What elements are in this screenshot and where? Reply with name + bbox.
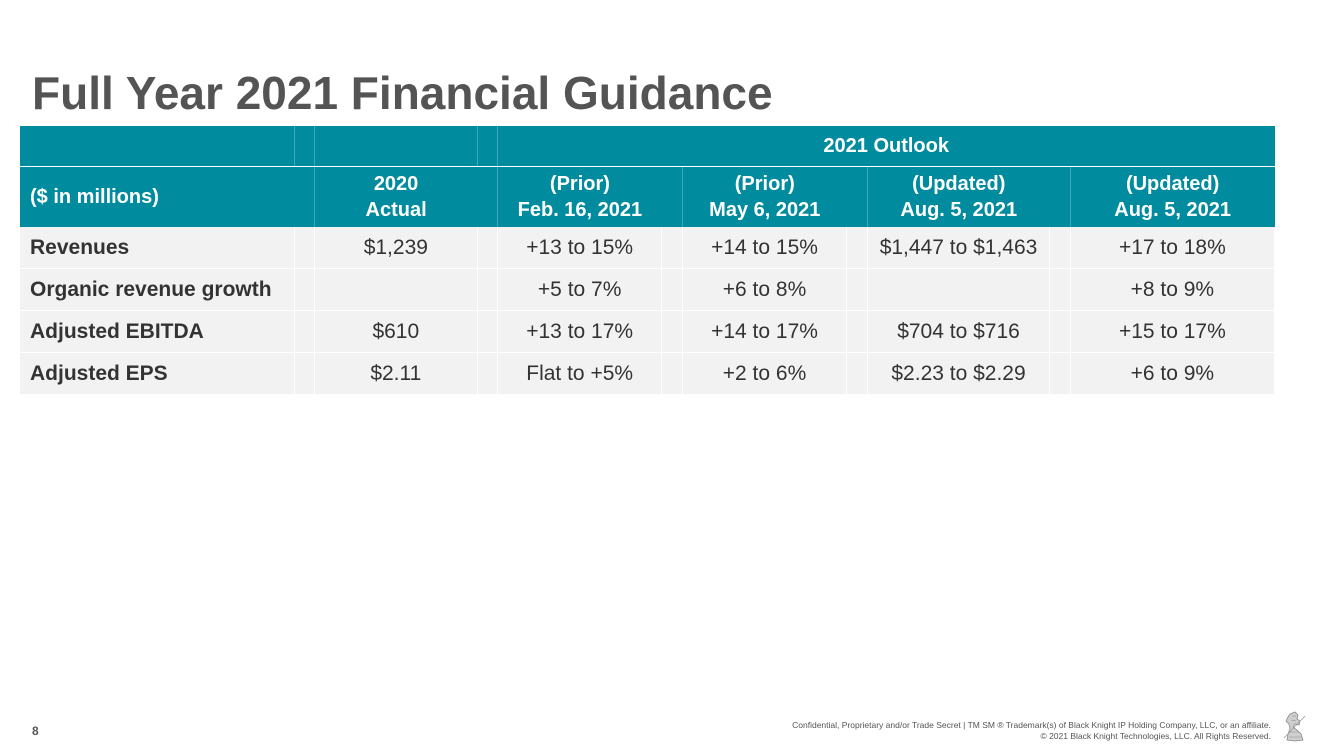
column-header-line1: (Prior) [734,173,795,195]
value-cell: +2 to 6% [682,352,848,395]
value-cell: $1,447 to $1,463 [867,227,1051,269]
value-cell: +17 to 18% [1070,227,1276,269]
confidential-notice: Confidential, Proprietary and/or Trade S… [792,720,1271,742]
column-header-prior-may: (Prior) May 6, 2021 [682,166,847,227]
table-row-adjusted-eps: Adjusted EPS $2.11 Flat to +5% +2 to 6% … [20,352,1276,395]
header-spacer-cell [477,126,498,167]
spacer-cell [294,227,316,269]
copyright-line: © 2021 Black Knight Technologies, LLC. A… [1040,731,1271,741]
outlook-header-row: 2021 Outlook [20,126,1275,167]
spacer-cell [1049,227,1071,269]
spacer-cell [294,352,316,395]
column-header-line1: 2020 [373,173,419,195]
spacer-cell [846,352,868,395]
spacer-cell [1049,268,1071,311]
column-header-2020-actual: 2020 Actual [314,166,478,227]
header-spacer-cell [294,166,316,227]
value-cell: +13 to 17% [497,310,663,353]
column-header-line1: (Updated) [912,173,1006,195]
spacer-cell [661,268,683,311]
header-cell-empty [314,126,478,167]
unit-label: ($ in millions) [20,166,295,227]
table-row-adjusted-ebitda: Adjusted EBITDA $610 +13 to 17% +14 to 1… [20,310,1276,353]
value-cell: $704 to $716 [867,310,1051,353]
header-spacer-cell [477,166,498,227]
value-cell: +5 to 7% [497,268,663,311]
header-spacer-cell [294,126,316,167]
column-header-line2: Actual [365,199,427,221]
row-label: Organic revenue growth [20,268,295,311]
header-cell-empty [20,126,295,167]
header-spacer-cell [661,166,683,227]
column-header-line2: Aug. 5, 2021 [900,199,1018,221]
value-cell: +15 to 17% [1070,310,1276,353]
column-header-line2: May 6, 2021 [709,199,821,221]
column-header-line2: Feb. 16, 2021 [517,199,643,221]
row-label: Revenues [20,227,295,269]
header-spacer-cell [846,166,868,227]
column-header-updated-percent: (Updated) Aug. 5, 2021 [1070,166,1275,227]
value-cell: +14 to 15% [682,227,848,269]
slide-title: Full Year 2021 Financial Guidance [32,67,773,119]
spacer-cell [661,352,683,395]
guidance-table: 2021 Outlook ($ in millions) 2020 Actual… [20,126,1276,395]
spacer-cell [477,268,498,311]
spacer-cell [1049,352,1071,395]
spacer-cell [477,310,498,353]
column-header-row: ($ in millions) 2020 Actual (Prior) Feb.… [20,166,1275,227]
spacer-cell [477,227,498,269]
table-row-organic-revenue-growth: Organic revenue growth +5 to 7% +6 to 8%… [20,268,1276,311]
column-header-prior-feb: (Prior) Feb. 16, 2021 [497,166,662,227]
spacer-cell [846,268,868,311]
value-cell: $610 [314,310,478,353]
outlook-label: 2021 Outlook [497,126,1275,167]
column-header-line1: (Updated) [1125,173,1220,195]
value-cell [867,268,1051,311]
row-label: Adjusted EPS [20,352,295,395]
page-number: 8 [32,724,39,738]
spacer-cell [294,268,316,311]
value-cell: +6 to 8% [682,268,848,311]
spacer-cell [661,310,683,353]
value-cell: $1,239 [314,227,478,269]
header-spacer-cell [1049,166,1071,227]
spacer-cell [661,227,683,269]
value-cell: Flat to +5% [497,352,663,395]
spacer-cell [294,310,316,353]
black-knight-logo-icon [1283,711,1306,742]
spacer-cell [846,310,868,353]
spacer-cell [846,227,868,269]
column-header-updated-dollars: (Updated) Aug. 5, 2021 [867,166,1050,227]
column-header-line2: Aug. 5, 2021 [1114,199,1231,221]
value-cell: +6 to 9% [1070,352,1276,395]
value-cell: $2.11 [314,352,478,395]
spacer-cell [1049,310,1071,353]
spacer-cell [477,352,498,395]
value-cell: +14 to 17% [682,310,848,353]
value-cell: +13 to 15% [497,227,663,269]
confidential-line-1: Confidential, Proprietary and/or Trade S… [792,720,1271,730]
row-label: Adjusted EBITDA [20,310,295,353]
value-cell [314,268,478,311]
column-header-line1: (Prior) [549,173,610,195]
value-cell: +8 to 9% [1070,268,1276,311]
value-cell: $2.23 to $2.29 [867,352,1051,395]
table-row-revenues: Revenues $1,239 +13 to 15% +14 to 15% $1… [20,227,1276,269]
